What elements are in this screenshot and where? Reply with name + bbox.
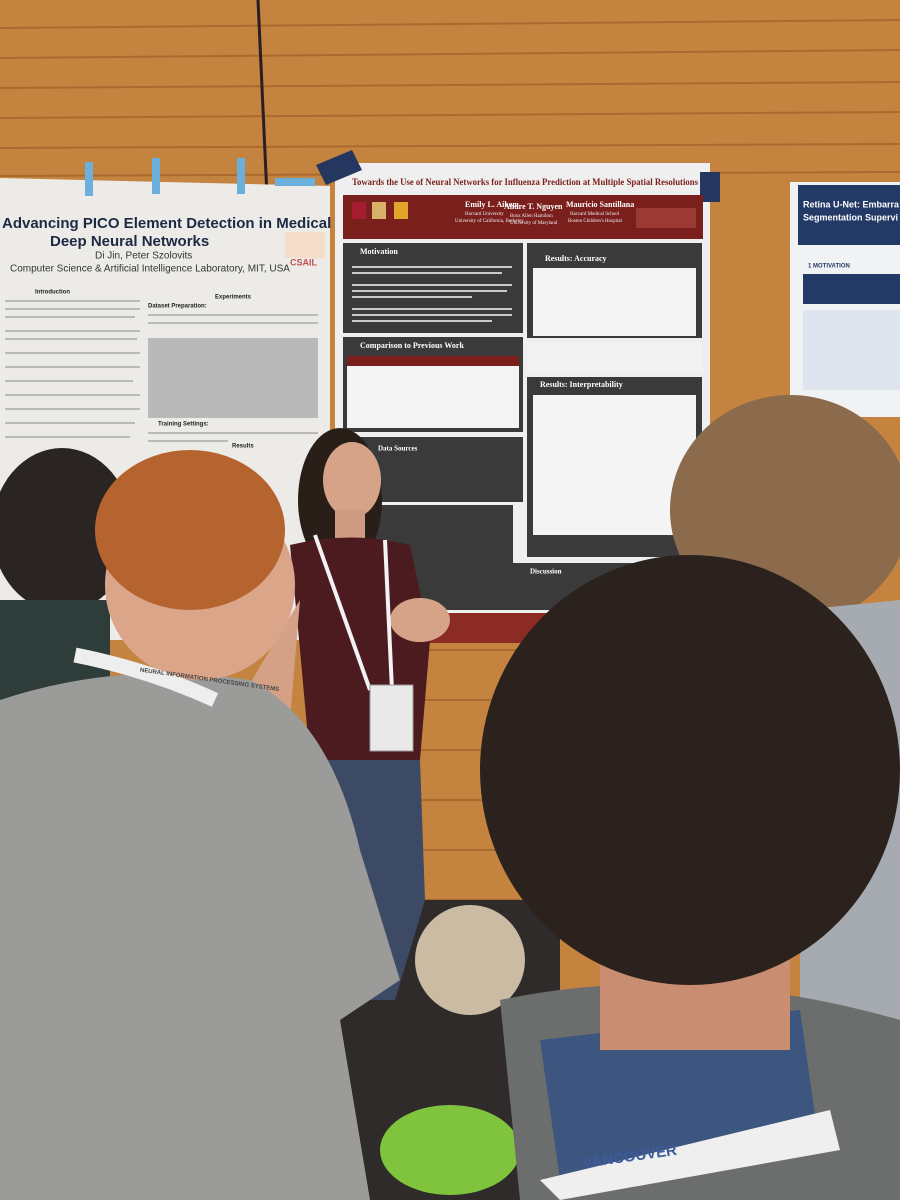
panel-heading: Comparison to Previous Work	[360, 341, 464, 350]
author-affiliation: Booz Allen Hamilton	[510, 214, 553, 219]
panel-heading: Motivation	[360, 247, 398, 256]
badge	[369, 684, 414, 752]
section-heading: Introduction	[35, 290, 70, 296]
panel-heading: Data Sources	[378, 445, 418, 453]
author-affiliation: Boston Children's Hospital	[568, 219, 623, 224]
hair	[480, 555, 900, 985]
author-affiliation: University of Maryland	[510, 221, 558, 226]
left-affiliation: Computer Science & Artificial Intelligen…	[10, 264, 290, 275]
right-header	[798, 185, 900, 245]
csail-logo	[285, 232, 325, 258]
left-title: Advancing PICO Element Detection in Medi…	[2, 215, 391, 232]
right-figure	[803, 310, 900, 390]
author-affiliation: Harvard Medical School	[570, 212, 620, 217]
section-heading: Training Settings:	[158, 422, 209, 428]
green-bag	[380, 1105, 520, 1195]
author-name: Andre T. Nguyen	[504, 202, 563, 211]
tape	[316, 150, 362, 185]
tape	[700, 172, 720, 202]
right-text-block	[803, 274, 900, 304]
lanyard	[73, 647, 219, 707]
left-body-text	[5, 300, 318, 442]
university-logos	[352, 202, 408, 219]
interpretability-figure	[533, 395, 696, 535]
section-heading: Results	[232, 444, 254, 450]
section-heading: Dataset Preparation:	[148, 304, 207, 310]
panel	[343, 243, 523, 333]
left-title: Deep Neural Networks	[50, 233, 209, 250]
author-affiliation: University of California, Berkeley	[455, 219, 524, 224]
center-title: Towards the Use of Neural Networks for I…	[352, 178, 698, 188]
author-affiliation: Harvard University	[465, 212, 504, 217]
logo-text: CSAIL	[290, 257, 318, 267]
left-authors: Di Jin, Peter Szolovits	[95, 251, 192, 262]
right-section: 1 MOTIVATION	[808, 264, 850, 270]
hands	[390, 598, 450, 642]
section-heading: Experiments	[215, 295, 252, 301]
panel-text	[352, 266, 512, 322]
panel-heading: Results: Interpretability	[540, 380, 623, 389]
accuracy-figure	[533, 268, 696, 336]
right-title: Segmentation Supervi	[803, 212, 898, 222]
lanyard	[313, 534, 394, 691]
right-title: Retina U-Net: Embarra	[803, 199, 900, 209]
lanyard	[540, 1110, 840, 1200]
author-name: Mauricio Santillana	[566, 200, 634, 209]
comparison-table	[347, 356, 519, 428]
face	[323, 442, 381, 518]
shirt	[0, 673, 400, 1200]
sponsor-logos	[636, 208, 696, 228]
hair	[95, 450, 285, 610]
bag	[415, 905, 525, 1015]
table-header	[347, 356, 519, 366]
panel-text-block	[527, 342, 702, 372]
author-name: Emily L. Aiken	[465, 200, 517, 209]
panel-heading: Results: Accuracy	[545, 254, 607, 263]
panel-heading: Discussion	[530, 568, 562, 576]
tape	[85, 158, 315, 196]
hair	[0, 448, 132, 612]
